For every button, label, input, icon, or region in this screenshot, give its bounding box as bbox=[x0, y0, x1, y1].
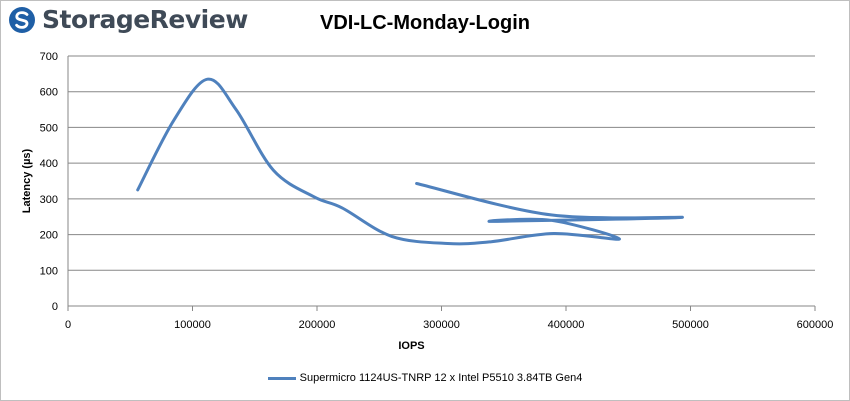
storagereview-logo: StorageReview bbox=[8, 5, 248, 34]
x-axis-label: IOPS bbox=[398, 340, 424, 352]
y-tick-label: 200 bbox=[40, 230, 58, 242]
y-axis-label: Latency (µs) bbox=[21, 148, 33, 213]
y-tick-label: 400 bbox=[40, 158, 58, 170]
y-tick-label: 0 bbox=[52, 301, 58, 313]
y-tick-label: 700 bbox=[40, 51, 58, 63]
x-tick-label: 100000 bbox=[174, 319, 211, 331]
legend: Supermicro 1124US-TNRP 12 x Intel P5510 … bbox=[0, 372, 850, 384]
series-line bbox=[136, 77, 684, 246]
x-tick-label: 500000 bbox=[672, 319, 709, 331]
storagereview-logo-icon bbox=[9, 6, 35, 33]
y-tick-label: 300 bbox=[40, 194, 58, 206]
brand-name: StorageReview bbox=[42, 5, 248, 34]
y-tick-label: 500 bbox=[40, 122, 58, 134]
legend-line-swatch bbox=[267, 376, 296, 380]
legend-label: Supermicro 1124US-TNRP 12 x Intel P5510 … bbox=[299, 372, 583, 384]
gridlines bbox=[67, 55, 816, 311]
y-tick-labels: 0 100 200 300 400 500 600 700 bbox=[40, 51, 58, 313]
y-tick-label: 100 bbox=[40, 265, 58, 277]
x-tick-label: 400000 bbox=[548, 319, 585, 331]
y-tick-label: 600 bbox=[40, 87, 58, 99]
x-tick-label: 200000 bbox=[299, 319, 336, 331]
chart-title: VDI-LC-Monday-Login bbox=[320, 12, 530, 34]
x-tick-label: 600000 bbox=[797, 319, 834, 331]
x-tick-label: 0 bbox=[65, 319, 71, 331]
x-tick-labels: 0 100000 200000 300000 400000 500000 600000 bbox=[65, 319, 833, 331]
x-tick-label: 300000 bbox=[423, 319, 460, 331]
